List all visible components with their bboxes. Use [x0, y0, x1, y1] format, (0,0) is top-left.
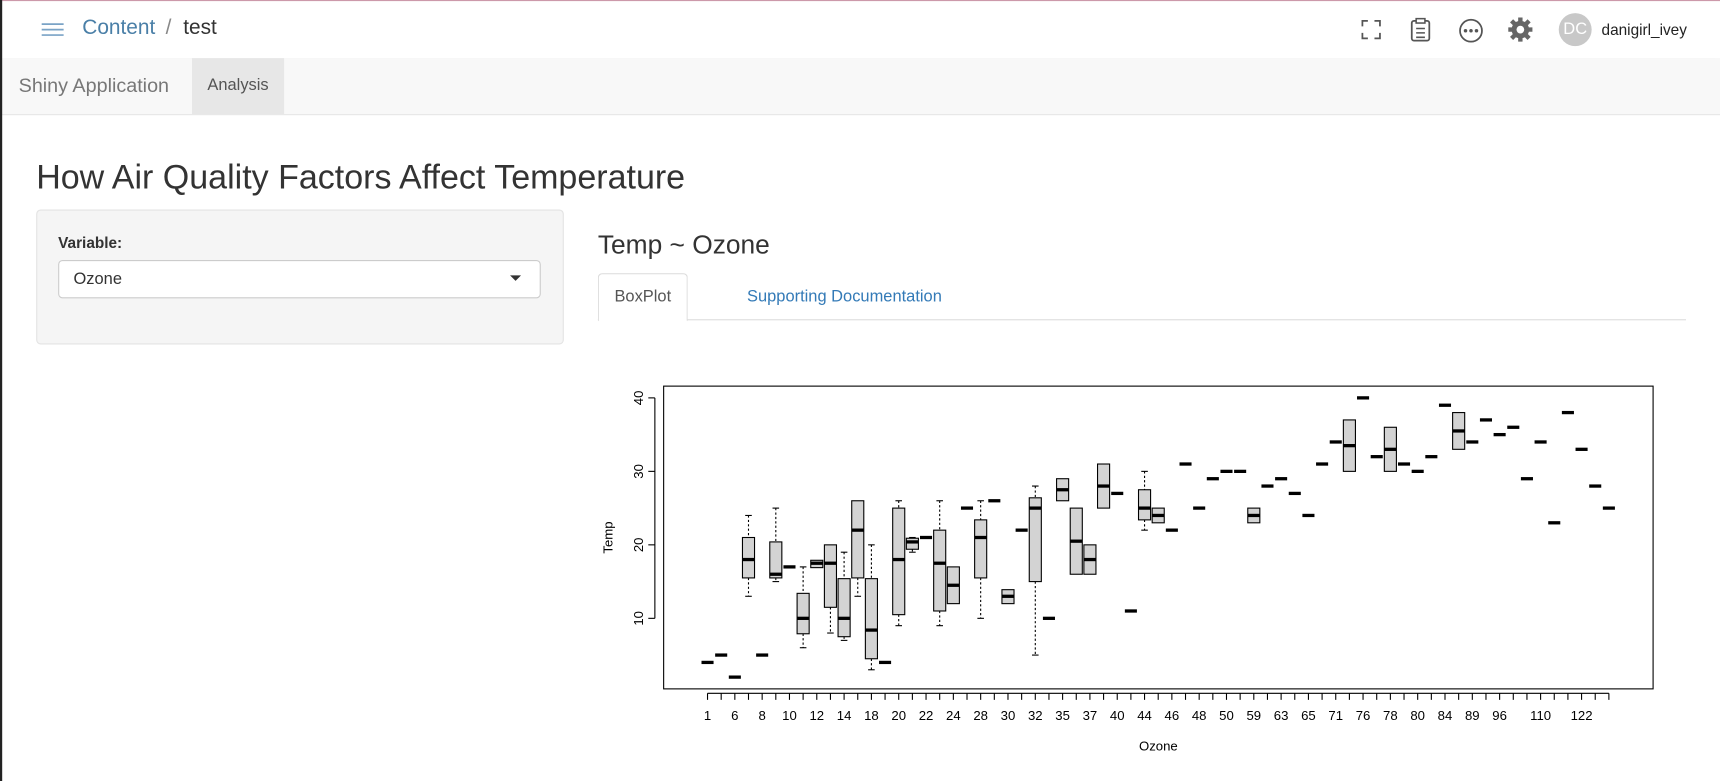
box: [837, 578, 851, 638]
x-tick-label: 46: [1165, 708, 1180, 723]
x-tick-label: 78: [1383, 708, 1398, 723]
x-tick-label: 1: [704, 708, 711, 723]
x-tick-label: 20: [891, 708, 906, 723]
x-tick-label: 12: [809, 708, 824, 723]
breadcrumb-current: test: [183, 16, 217, 40]
window-edge: [0, 0, 3, 781]
select-caret: [510, 275, 522, 281]
x-tick-label: 50: [1219, 708, 1234, 723]
y-tick-label: 10: [631, 611, 646, 626]
plot-frame: [663, 385, 1654, 690]
top-bar: Content / test DC danigirl_ivey: [0, 0, 1720, 59]
input-label: Variable:: [58, 233, 123, 252]
x-tick-label: 80: [1410, 708, 1425, 723]
box: [769, 541, 783, 579]
x-tick-label: 18: [864, 708, 879, 723]
x-axis-label: Ozone: [1139, 738, 1178, 753]
more-icon[interactable]: [1458, 18, 1484, 44]
box: [892, 507, 906, 616]
x-tick-label: 71: [1328, 708, 1343, 723]
box: [905, 537, 919, 550]
x-tick-label: 14: [837, 708, 852, 723]
x-tick-label: 32: [1028, 708, 1043, 723]
y-tick-label: 20: [631, 538, 646, 553]
x-tick-label: 110: [1530, 708, 1551, 723]
x-tick-label: 8: [758, 708, 765, 723]
nav-tab[interactable]: Analysis: [191, 58, 285, 115]
page-title: How Air Quality Factors Affect Temperatu…: [36, 157, 686, 197]
x-tick-label: 22: [919, 708, 934, 723]
tab-active[interactable]: BoxPlot: [597, 273, 688, 322]
box: [851, 500, 865, 579]
box: [741, 536, 756, 579]
x-tick-label: 24: [946, 708, 961, 723]
avatar[interactable]: DC: [1558, 13, 1592, 47]
box: [1028, 497, 1042, 583]
x-tick-label: 6: [731, 708, 738, 723]
navbar: Shiny Application Analysis: [0, 58, 1720, 116]
x-tick-label: 76: [1356, 708, 1371, 723]
x-tick-label: 40: [1110, 708, 1125, 723]
user-name[interactable]: danigirl_ivey: [1601, 20, 1687, 39]
x-tick-label: 63: [1274, 708, 1289, 723]
tab-link[interactable]: Supporting Documentation: [747, 287, 942, 307]
settings-icon[interactable]: [1507, 16, 1533, 42]
box: [823, 544, 838, 608]
x-tick-label: 65: [1301, 708, 1316, 723]
notes-icon[interactable]: [1410, 16, 1432, 42]
x-tick-label: 37: [1083, 708, 1098, 723]
breadcrumb-separator: /: [165, 16, 172, 40]
box: [933, 529, 947, 612]
x-tick-label: 30: [1001, 708, 1016, 723]
x-tick-label: 96: [1492, 708, 1507, 723]
x-tick-label: 10: [782, 708, 797, 723]
menu-icon[interactable]: [39, 20, 65, 40]
x-tick-label: 48: [1192, 708, 1207, 723]
breadcrumb-link[interactable]: Content: [82, 16, 156, 40]
x-tick-label: 122: [1571, 708, 1593, 723]
variable-select[interactable]: Ozone: [58, 259, 541, 299]
x-tick-label: 84: [1438, 708, 1453, 723]
select-value: Ozone: [73, 269, 122, 289]
navbar-brand[interactable]: Shiny Application: [18, 74, 170, 97]
y-tick-label: 40: [631, 391, 646, 406]
x-tick-label: 35: [1055, 708, 1070, 723]
x-tick-label: 59: [1246, 708, 1261, 723]
x-tick-label: 44: [1137, 708, 1152, 723]
y-tick-label: 30: [631, 464, 646, 479]
x-tick-label: 28: [973, 708, 988, 723]
box: [1137, 489, 1152, 521]
box: [974, 519, 988, 579]
box: [796, 592, 810, 635]
fullscreen-icon[interactable]: [1360, 19, 1382, 41]
box: [864, 578, 878, 660]
output-heading: Temp ~ Ozone: [597, 230, 770, 260]
boxplot: Ozone Temp 10 20 30 40 1 6 8 10 12 14 18 20 22 24 28 30…: [600, 385, 1654, 753]
y-axis-label: Temp: [600, 521, 615, 553]
x-tick-label: 89: [1465, 708, 1480, 723]
tabs-border: [597, 319, 1686, 321]
